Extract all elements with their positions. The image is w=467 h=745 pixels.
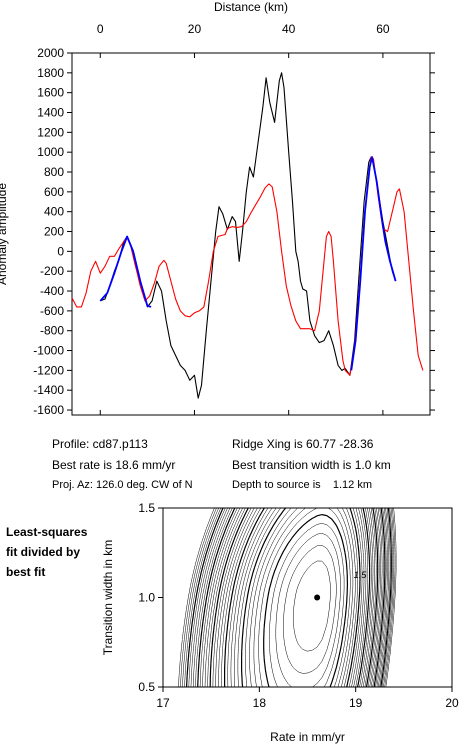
contour-line (221, 507, 372, 688)
contour-line (241, 507, 361, 688)
contour-line (204, 507, 381, 688)
contour-line (245, 507, 358, 688)
profile-y-tick-label: 1000 (37, 145, 64, 159)
contour-note-line-2: fit divided by (6, 545, 81, 559)
contour-line (269, 523, 345, 688)
profile-y-tick-label: -1000 (33, 344, 64, 358)
depth-to-source: Depth to source is 1.12 km (232, 479, 373, 491)
profile-y-tick-label: 600 (44, 185, 64, 199)
profile-name: Profile: cd87.p113 (52, 437, 148, 451)
contour-line (188, 507, 391, 688)
contour-line (263, 514, 348, 688)
profile-y-tick-label: 1400 (37, 106, 64, 120)
profile-series-line-1 (71, 156, 424, 376)
contour-line (249, 507, 356, 688)
contour-x-tick-label: 20 (445, 696, 459, 710)
contour-line (190, 507, 390, 688)
contour-line (186, 507, 392, 688)
contour-line (197, 507, 386, 688)
profile-series-line-0 (100, 72, 397, 399)
profile-plot-frame (71, 52, 431, 416)
profile-y-axis-label: Anomaly amplitude (0, 183, 9, 285)
contour-line (224, 507, 371, 688)
contour-line (292, 560, 331, 652)
contour-y-tick-label: 1.0 (138, 591, 155, 605)
profile-y-tick-label: -400 (40, 284, 64, 298)
best-fit-minimum-marker (314, 594, 321, 601)
contour-value-label: 1.5 (354, 570, 368, 580)
profile-y-tick-label: 800 (44, 165, 64, 179)
profile-y-tick-label: -600 (40, 304, 64, 318)
profile-x-tick-label: 60 (376, 22, 390, 36)
contour-line (178, 507, 397, 688)
contour-x-axis-label: Rate in mm/yr (270, 730, 345, 744)
profile-series (71, 72, 424, 399)
profile-x-axis-label: Distance (km) (214, 0, 288, 14)
contour-line (192, 507, 388, 688)
profile-y-tick-label: 1600 (37, 86, 64, 100)
profile-x-tick-label: 40 (282, 22, 296, 36)
contour-line (283, 545, 337, 674)
contour-line (275, 533, 341, 688)
contour-y-tick-label: 1.5 (138, 501, 155, 515)
profile-y-tick-label: 1200 (37, 125, 64, 139)
contour-ticks: 17 18 19 20 0.5 1.0 1.5 (138, 501, 459, 710)
contour-line (202, 507, 383, 688)
profile-series-line-2 (99, 235, 152, 308)
profile-y-tick-label: 0 (57, 244, 64, 258)
profile-y-tick-label: -1200 (33, 363, 64, 377)
contour-note-line-1: Least-squares (6, 525, 88, 539)
contour-line (180, 507, 396, 688)
projection-azimuth: Proj. Az: 126.0 deg. CW of N (52, 479, 193, 491)
profile-y-tick-label: 400 (44, 205, 64, 219)
contour-line (215, 507, 375, 688)
contour-line (184, 507, 393, 688)
best-transition-width: Best transition width is 1.0 km (232, 458, 391, 472)
contour-x-tick-label: 19 (349, 696, 363, 710)
profile-y-tick-label: -200 (40, 264, 64, 278)
contour-y-axis-label: Transition width in km (101, 540, 115, 656)
profile-y-tick-label: 1800 (37, 66, 64, 80)
contour-line (207, 507, 380, 688)
contour-line (182, 507, 395, 688)
contour-x-tick-label: 17 (156, 696, 170, 710)
contour-line (253, 507, 354, 688)
contour-line (195, 507, 387, 688)
contour-line (212, 507, 377, 688)
profile-y-tick-label: -1600 (33, 403, 64, 417)
profile-y-tick-label: -1400 (33, 383, 64, 397)
contour-note-line-3: best fit (6, 565, 46, 579)
profile-x-tick-label: 20 (188, 22, 202, 36)
profile-x-tick-label: 0 (97, 22, 104, 36)
contour-line (237, 507, 363, 688)
contour-line (234, 507, 365, 688)
contour-chart: 17 18 19 20 0.5 1.0 1.5 1.5 Rate in mm/yr Tran… (101, 501, 459, 744)
ridge-crossing: Ridge Xing is 60.77 -28.36 (232, 437, 374, 451)
contour-line (218, 507, 374, 688)
profile-chart: 0 20 40 60 -1600 -1400 -1200 -1000 -800 -600 -400 -… (0, 0, 435, 417)
profile-y-tick-label: -800 (40, 324, 64, 338)
contour-line (227, 507, 369, 688)
profile-y-tick-label: 200 (44, 225, 64, 239)
profile-series-line-3 (350, 156, 397, 371)
contour-y-tick-label: 0.5 (138, 680, 155, 694)
contour-line (209, 507, 379, 688)
contour-line (258, 507, 351, 688)
profile-ticks: 0 20 40 60 -1600 -1400 -1200 -1000 -800 -600 -400 -… (33, 22, 435, 417)
contour-x-tick-label: 18 (253, 696, 267, 710)
best-rate: Best rate is 18.6 mm/yr (52, 458, 176, 472)
contour-line (199, 507, 384, 688)
contour-lines (178, 507, 397, 688)
contour-line (230, 507, 367, 688)
profile-y-tick-label: 2000 (37, 46, 64, 60)
